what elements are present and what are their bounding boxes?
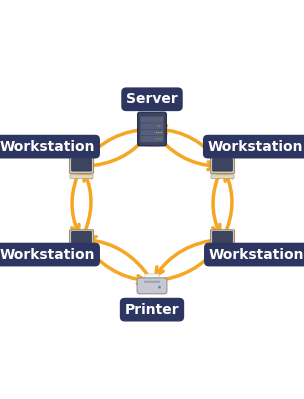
FancyBboxPatch shape: [211, 175, 234, 178]
FancyBboxPatch shape: [145, 274, 159, 283]
Polygon shape: [216, 249, 230, 250]
FancyBboxPatch shape: [71, 231, 92, 244]
Ellipse shape: [140, 142, 167, 147]
Polygon shape: [74, 249, 88, 250]
Circle shape: [158, 138, 159, 140]
FancyArrowPatch shape: [83, 172, 91, 237]
FancyBboxPatch shape: [137, 278, 167, 294]
FancyBboxPatch shape: [144, 281, 160, 283]
FancyArrowPatch shape: [88, 237, 150, 279]
FancyArrowPatch shape: [213, 169, 221, 233]
Circle shape: [158, 286, 161, 288]
FancyArrowPatch shape: [156, 239, 220, 275]
FancyArrowPatch shape: [84, 134, 148, 166]
Text: Workstation: Workstation: [0, 247, 95, 262]
FancyBboxPatch shape: [138, 112, 166, 146]
Polygon shape: [80, 172, 83, 176]
FancyArrowPatch shape: [159, 126, 221, 164]
FancyArrowPatch shape: [83, 241, 145, 284]
FancyBboxPatch shape: [211, 247, 234, 251]
FancyArrowPatch shape: [154, 131, 216, 170]
Text: Workstation: Workstation: [0, 140, 95, 154]
Text: Printer: Printer: [125, 302, 179, 317]
FancyArrowPatch shape: [85, 129, 149, 161]
Circle shape: [158, 126, 159, 127]
FancyBboxPatch shape: [70, 157, 94, 174]
FancyArrowPatch shape: [224, 172, 232, 237]
Polygon shape: [221, 172, 224, 176]
FancyBboxPatch shape: [140, 136, 164, 142]
FancyBboxPatch shape: [212, 231, 233, 244]
FancyBboxPatch shape: [140, 129, 164, 136]
FancyArrowPatch shape: [155, 245, 219, 281]
Text: Server: Server: [126, 92, 178, 106]
Circle shape: [161, 126, 162, 127]
Polygon shape: [80, 245, 83, 249]
Polygon shape: [221, 245, 224, 249]
Polygon shape: [216, 176, 230, 178]
Circle shape: [161, 132, 162, 133]
Circle shape: [156, 138, 157, 140]
Circle shape: [158, 132, 159, 133]
Text: Workstation: Workstation: [208, 140, 303, 154]
FancyBboxPatch shape: [71, 159, 92, 171]
Polygon shape: [74, 176, 88, 178]
FancyBboxPatch shape: [210, 230, 234, 246]
Circle shape: [158, 119, 159, 120]
FancyBboxPatch shape: [210, 157, 234, 174]
FancyArrowPatch shape: [72, 169, 80, 233]
Ellipse shape: [138, 287, 166, 293]
Circle shape: [156, 132, 157, 133]
Circle shape: [161, 119, 162, 120]
FancyBboxPatch shape: [70, 247, 93, 251]
FancyBboxPatch shape: [70, 230, 94, 246]
FancyBboxPatch shape: [70, 175, 93, 178]
Text: Workstation: Workstation: [209, 247, 304, 262]
FancyBboxPatch shape: [140, 123, 164, 129]
FancyBboxPatch shape: [212, 159, 233, 171]
Circle shape: [161, 138, 162, 140]
FancyBboxPatch shape: [140, 117, 164, 123]
